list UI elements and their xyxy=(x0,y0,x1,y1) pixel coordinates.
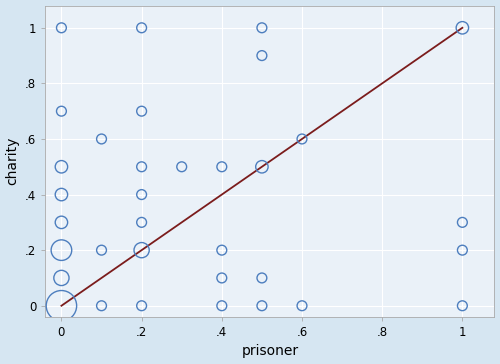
Point xyxy=(218,247,226,253)
Point xyxy=(138,192,145,198)
Point xyxy=(58,275,66,281)
Point xyxy=(138,219,145,225)
Point xyxy=(98,136,106,142)
Point xyxy=(458,247,466,253)
Point xyxy=(138,108,145,114)
Point xyxy=(258,25,266,31)
Point xyxy=(218,275,226,281)
Point xyxy=(58,303,66,309)
Point xyxy=(218,303,226,309)
Y-axis label: charity: charity xyxy=(6,137,20,185)
X-axis label: prisoner: prisoner xyxy=(242,344,298,359)
Point xyxy=(58,164,66,170)
Point xyxy=(138,303,145,309)
Point xyxy=(258,53,266,59)
Point xyxy=(178,164,186,170)
Point xyxy=(258,303,266,309)
Point xyxy=(258,164,266,170)
Point xyxy=(98,247,106,253)
Point xyxy=(138,25,145,31)
Point xyxy=(458,25,466,31)
Point xyxy=(458,219,466,225)
Point xyxy=(258,275,266,281)
Point xyxy=(58,108,66,114)
Point xyxy=(98,303,106,309)
Point xyxy=(298,136,306,142)
Point xyxy=(58,219,66,225)
Point xyxy=(298,303,306,309)
Point xyxy=(218,164,226,170)
Point xyxy=(58,247,66,253)
Point xyxy=(58,25,66,31)
Point xyxy=(58,192,66,198)
Point xyxy=(138,164,145,170)
Point xyxy=(138,247,145,253)
Point xyxy=(458,303,466,309)
